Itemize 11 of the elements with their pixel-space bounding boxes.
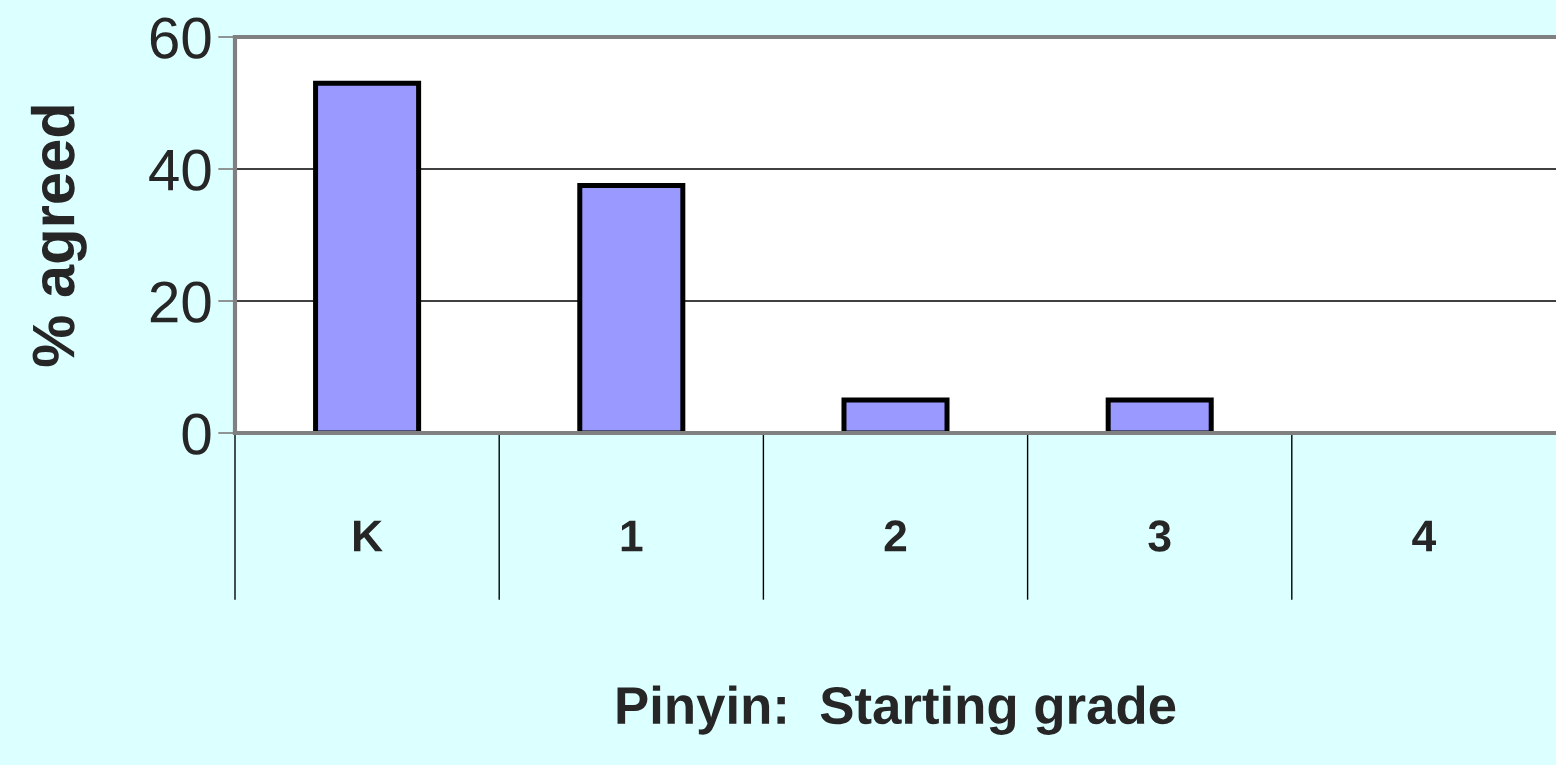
- y-tick-label: 40: [149, 149, 211, 191]
- x-tick-label: K: [354, 520, 383, 552]
- x-tick-label: 4: [1412, 520, 1437, 552]
- y-axis-title: % agreed: [30, 106, 87, 367]
- y-tick-label: 0: [182, 413, 211, 455]
- y-tick-label: 60: [150, 17, 211, 59]
- x-tick-label: 3: [1148, 520, 1171, 552]
- x-tick-label: 2: [884, 520, 907, 552]
- x-tick-label: 1: [621, 520, 643, 552]
- x-axis-title: Pinyin: Starting grade: [617, 685, 1176, 735]
- y-tick-label: 20: [150, 281, 211, 323]
